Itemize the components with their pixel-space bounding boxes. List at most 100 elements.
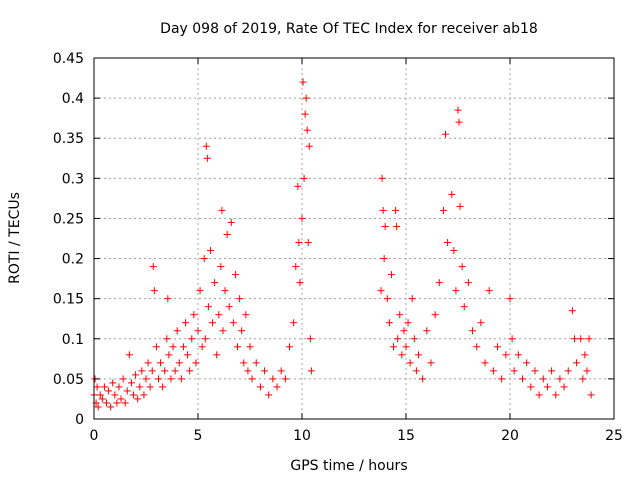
data-point [134,395,142,403]
data-point [573,359,581,367]
data-point [398,351,406,359]
data-point [149,263,157,271]
data-point [460,303,468,311]
data-point [286,343,294,351]
y-tick-label: 0 [75,412,84,428]
data-point [161,367,169,375]
data-point [393,222,401,230]
data-point [188,335,196,343]
data-point [510,367,518,375]
y-tick-label: 0.4 [62,91,84,107]
data-point [215,311,223,319]
data-point [456,202,464,210]
data-point [140,391,148,399]
data-point [439,206,447,214]
data-point [585,335,593,343]
data-point [442,130,450,138]
data-point [169,343,177,351]
y-tick-label: 0.05 [53,372,84,388]
y-tick-label: 0.15 [53,292,84,308]
data-point [246,343,254,351]
data-point [265,391,273,399]
axis-ticks [93,57,615,420]
data-point [423,327,431,335]
data-point [223,230,231,238]
data-point [419,375,427,383]
data-point [473,343,481,351]
data-point [485,287,493,295]
data-point [414,351,422,359]
data-point [304,239,312,247]
data-point [587,391,595,399]
data-point [177,375,185,383]
data-point [213,351,221,359]
data-point [115,383,123,391]
data-point [163,335,171,343]
data-point [102,399,110,407]
data-point [577,335,585,343]
data-point [469,327,477,335]
data-point [454,106,462,114]
y-axis-label: ROTI / TECUs [7,192,23,284]
data-point [579,375,587,383]
x-tick-label: 25 [605,428,623,444]
data-point [452,287,460,295]
data-point [248,375,256,383]
data-point [125,351,133,359]
data-point [200,255,208,263]
data-point [192,359,200,367]
data-point [390,343,398,351]
data-point [281,375,289,383]
data-point [218,206,226,214]
data-point [225,303,233,311]
data-point [242,311,250,319]
data-point [165,351,173,359]
data-points [90,78,595,411]
data-point [211,279,219,287]
data-point [201,335,209,343]
data-point [144,359,152,367]
data-point [450,247,458,255]
data-point [455,118,463,126]
data-point [570,335,578,343]
data-point [514,351,522,359]
data-point [302,94,310,102]
data-point [381,222,389,230]
data-point [508,335,516,343]
data-point [194,327,202,335]
data-point [408,295,416,303]
data-point [107,403,115,411]
data-point [236,295,244,303]
data-point [221,287,229,295]
data-point [111,391,119,399]
data-point [179,343,187,351]
data-point [402,343,410,351]
data-point [252,359,260,367]
data-point [427,359,435,367]
data-point [564,367,572,375]
data-point [292,263,300,271]
data-point [173,327,181,335]
data-point [231,271,239,279]
data-point [404,319,412,327]
data-point [119,375,127,383]
data-point [93,383,101,391]
y-tick-label: 0.1 [62,332,84,348]
data-point [307,367,315,375]
data-point [148,367,156,375]
data-point [305,142,313,150]
data-point [444,239,452,247]
data-point [206,247,214,255]
data-point [556,375,564,383]
data-point [295,239,303,247]
data-point [464,279,472,287]
data-point [204,303,212,311]
data-point [290,319,298,327]
y-tick-label: 0.3 [62,171,84,187]
data-point [150,287,158,295]
data-point [190,311,198,319]
data-point [299,78,307,86]
data-point [142,375,150,383]
x-tick-label: 15 [397,428,415,444]
data-point [477,319,485,327]
